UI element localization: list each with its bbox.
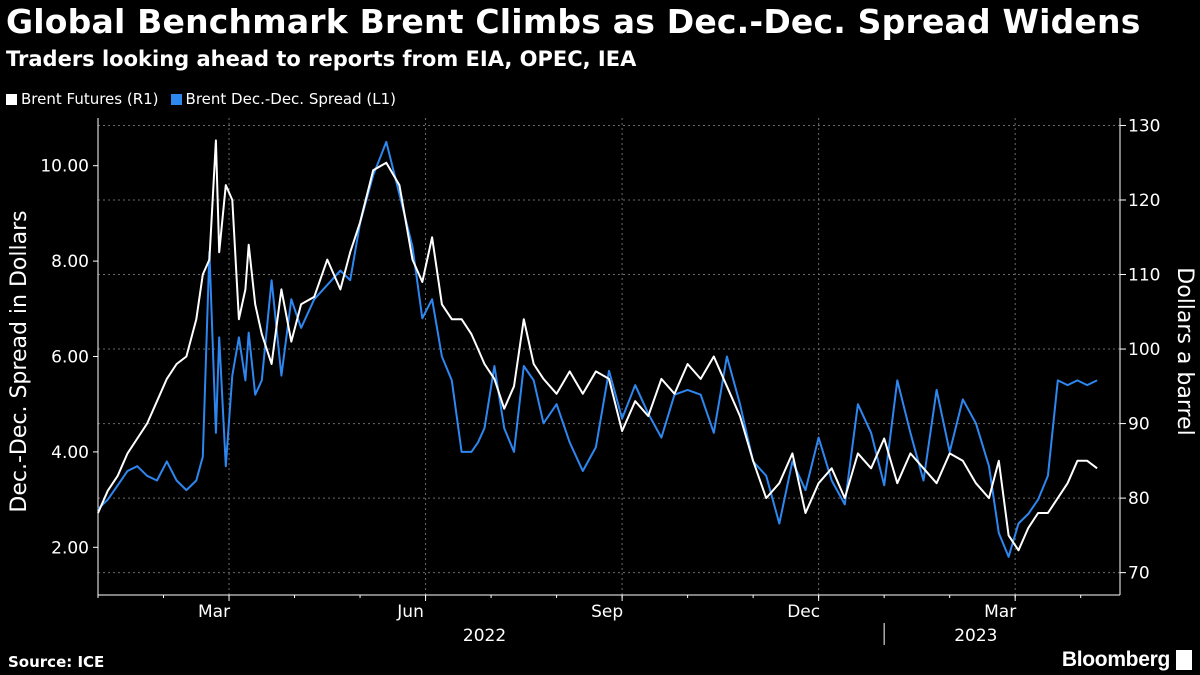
x-tick-label: Dec (787, 602, 820, 622)
chart-subtitle: Traders looking ahead to reports from EI… (6, 47, 637, 71)
series-lines (97, 139, 1098, 558)
right-tick-label: 130 (1128, 116, 1160, 136)
series-line-brent-futures (97, 139, 1098, 552)
left-tick-label: 4.00 (51, 443, 89, 463)
x-tick-label: Mar (984, 602, 1016, 622)
left-tick-label: 10.00 (40, 157, 89, 177)
year-label: 2023 (954, 626, 997, 646)
right-tick-label: 120 (1128, 191, 1160, 211)
right-axis-title: Dollars a barrel (1172, 267, 1197, 435)
source-note: Source: ICE (8, 653, 105, 671)
left-tick-label: 6.00 (51, 348, 89, 368)
bloomberg-mark-icon (1176, 650, 1192, 670)
legend-item-brent-futures: Brent Futures (R1) (6, 90, 159, 108)
legend-swatch-brent-futures (6, 93, 17, 105)
right-tick-label: 80 (1128, 489, 1150, 509)
legend-swatch-spread (170, 93, 182, 105)
chart-title: Global Benchmark Brent Climbs as Dec.-De… (6, 2, 1141, 41)
x-tick-label: Jun (396, 602, 424, 622)
right-tick-label: 90 (1128, 415, 1150, 435)
left-tick-label: 8.00 (51, 252, 89, 272)
axes (93, 118, 1126, 645)
legend-label-brent-futures: Brent Futures (R1) (21, 90, 159, 108)
bloomberg-logo: Bloomberg (1061, 648, 1170, 671)
right-tick-label: 70 (1128, 564, 1150, 584)
right-tick-label: 110 (1128, 266, 1160, 286)
series-line-dec-dec-spread (97, 140, 1098, 558)
left-tick-label: 2.00 (51, 538, 89, 558)
gridlines (98, 118, 1120, 595)
legend: Brent Futures (R1) Brent Dec.-Dec. Sprea… (6, 90, 408, 108)
right-tick-label: 100 (1128, 340, 1160, 360)
axis-labels: 70 80 90 100 110 120 130 Mar Jun Sep Dec Mar 2.00 4.0… (7, 116, 1197, 646)
legend-item-spread: Brent Dec.-Dec. Spread (L1) (170, 90, 397, 108)
x-tick-label: Sep (591, 602, 623, 622)
legend-label-spread: Brent Dec.-Dec. Spread (L1) (185, 90, 397, 108)
left-axis-title: Dec.-Dec. Spread in Dollars (7, 210, 32, 512)
x-tick-label: Mar (198, 602, 230, 622)
year-label: 2022 (463, 626, 506, 646)
